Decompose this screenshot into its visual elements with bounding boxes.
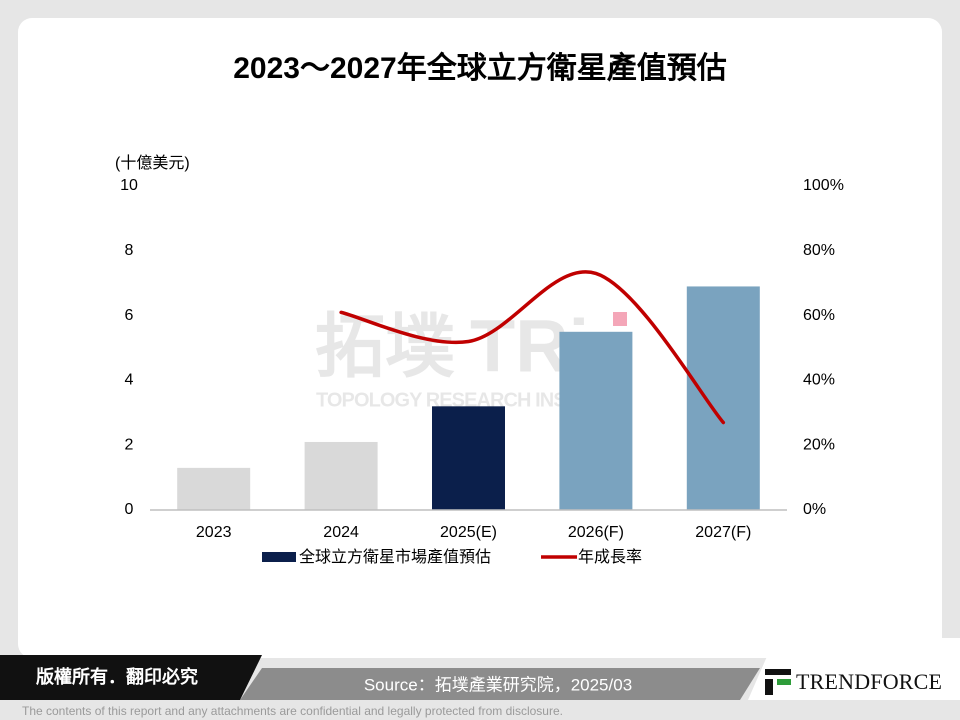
logo-bar	[765, 679, 773, 695]
x-tick-label: 2027(F)	[695, 524, 751, 541]
copyright-block	[0, 655, 262, 700]
bar	[559, 331, 633, 510]
y-tick-label: 0	[125, 501, 134, 518]
y-tick-label: 8	[125, 242, 134, 259]
y-tick-label: 10	[120, 177, 138, 194]
y-tick-label: 4	[125, 372, 134, 389]
source-bar	[240, 668, 760, 700]
bar	[177, 467, 251, 510]
logo-bar	[765, 669, 791, 675]
brand: TRENDFORCE	[796, 669, 942, 694]
x-tick-label: 2025(E)	[440, 524, 497, 541]
legend-label: 全球立方衛星市場產值預估	[299, 548, 491, 566]
legend-label: 年成長率	[578, 548, 642, 566]
bar	[432, 406, 505, 510]
x-tick-label: 2023	[196, 524, 232, 541]
copyright: 版權所有．翻印必究	[36, 666, 198, 687]
watermark-dot	[613, 312, 627, 326]
brand-logo: TRENDFORCE	[765, 669, 942, 695]
x-tick-label: 2024	[323, 524, 359, 541]
line	[339, 270, 726, 425]
y-tick-label: 2	[125, 436, 134, 453]
x-tick-label: 2026(F)	[568, 524, 624, 541]
watermark-name: 拓墣	[315, 307, 455, 385]
watermark-sub: TOPOLOGY RESEARCH INSTITUTE	[316, 389, 631, 411]
brand-block	[748, 638, 960, 700]
bar	[686, 286, 760, 510]
disclaimer: The contents of this report and any atta…	[22, 704, 563, 718]
y-tick-label: 6	[125, 307, 134, 324]
source: Source：拓墣產業研究院，2025/03	[364, 675, 632, 694]
y2-tick-label: 80%	[803, 242, 835, 259]
watermark: 拓墣 TRi TOPOLOGY RESEARCH INSTITUTE	[315, 305, 631, 412]
y-axis-label: (十億美元)	[115, 154, 190, 172]
y2-tick-label: 100%	[803, 177, 844, 194]
y2-tick-label: 0%	[803, 501, 826, 518]
logo-bar	[777, 679, 791, 685]
y2-tick-label: 60%	[803, 307, 835, 324]
y2-tick-label: 20%	[803, 436, 835, 453]
y2-tick-label: 40%	[803, 372, 835, 389]
bar	[304, 441, 378, 510]
legend-swatch	[262, 552, 296, 562]
chart-title: 2023～2027年全球立方衛星產值預估	[233, 51, 726, 85]
